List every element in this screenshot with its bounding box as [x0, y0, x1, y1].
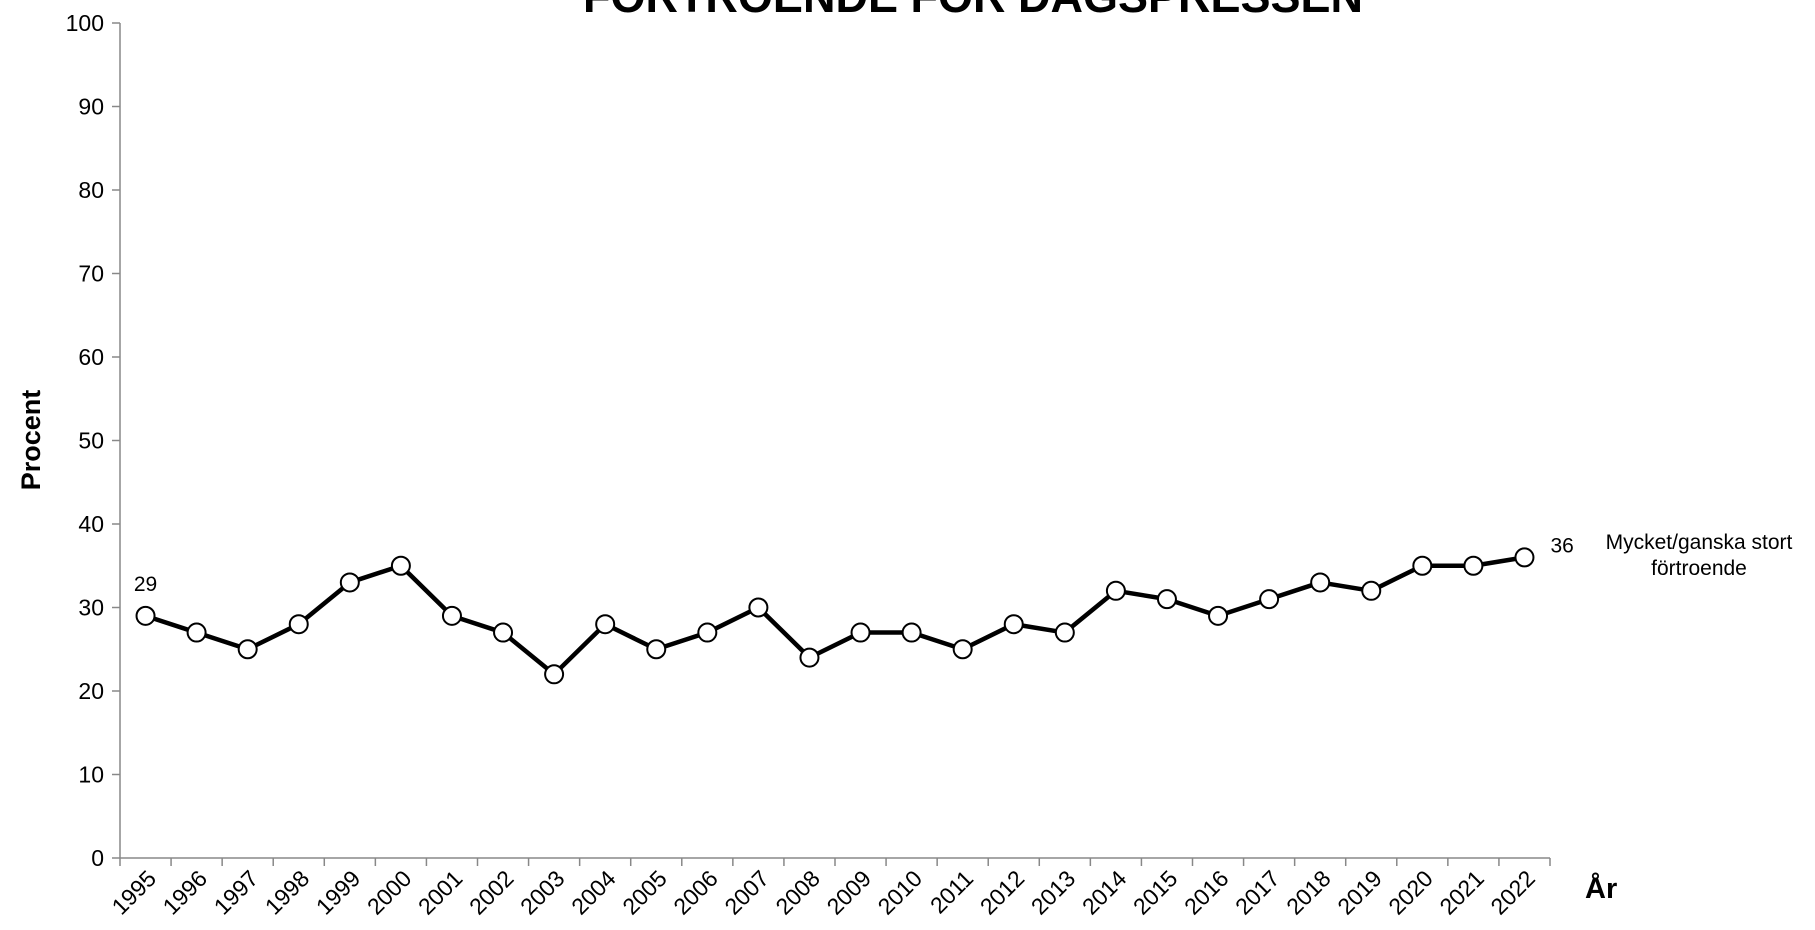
x-tick-label: 2009 [822, 865, 877, 920]
marker [1310, 572, 1331, 593]
x-tick-label: 2000 [362, 865, 417, 920]
y-tick-label: 40 [78, 511, 104, 537]
marker [1105, 580, 1126, 601]
x-tick-label: 2002 [464, 865, 519, 920]
x-tick-label: 2011 [925, 865, 978, 918]
y-tick-label: 0 [91, 845, 104, 871]
marker [1003, 614, 1024, 635]
y-tick-label: 70 [78, 261, 104, 287]
marker [1412, 555, 1433, 576]
x-tick-label: 2016 [1179, 865, 1234, 920]
marker [544, 664, 565, 685]
x-tick-label: 2014 [1077, 865, 1132, 920]
y-tick-label: 30 [78, 595, 104, 621]
y-tick-label: 10 [78, 762, 104, 788]
x-tick-label: 2010 [873, 865, 928, 920]
x-tick-label: 2004 [566, 865, 621, 920]
x-tick-label: 1996 [158, 865, 213, 920]
marker [850, 622, 871, 643]
marker [901, 622, 922, 643]
marker [1259, 589, 1280, 610]
legend-label: Mycket/ganska stort förtroende [1605, 531, 1793, 580]
y-tick-label: 100 [66, 10, 104, 36]
marker [288, 614, 309, 635]
x-tick-label: 2008 [770, 865, 825, 920]
x-tick-label: 2003 [515, 865, 570, 920]
marker [646, 639, 667, 660]
y-tick-label: 90 [78, 94, 104, 120]
x-tick-label: 1999 [311, 865, 366, 920]
data-label: 36 [1550, 534, 1573, 557]
x-tick-label: 2015 [1128, 865, 1183, 920]
chart-title: FÖRTROENDE FÖR DAGSPRESSEN [583, 0, 1363, 22]
series-line [144, 555, 1525, 677]
marker [1514, 547, 1535, 568]
marker [186, 622, 207, 643]
x-tick-label: 2018 [1281, 865, 1336, 920]
marker [390, 555, 411, 576]
marker [952, 639, 973, 660]
x-tick-label: 1998 [260, 865, 315, 920]
marker [441, 605, 462, 626]
x-tick-label: 2019 [1332, 865, 1387, 920]
marker [595, 614, 616, 635]
x-tick-label: 2013 [1026, 865, 1081, 920]
marker [799, 647, 820, 668]
x-tick-label: 1997 [209, 865, 264, 920]
x-tick-label: 2012 [975, 865, 1030, 920]
data-label: 29 [134, 573, 157, 596]
y-tick-label: 80 [78, 177, 104, 203]
marker [1208, 605, 1229, 626]
marker [1156, 589, 1177, 610]
x-axis-label: År [1585, 872, 1617, 905]
x-tick-label: 1995 [107, 865, 162, 920]
x-tick-label: 2021 [1434, 865, 1489, 920]
y-tick-label: 50 [78, 428, 104, 454]
x-tick-label: 2007 [719, 865, 774, 920]
y-tick-label: 20 [78, 678, 104, 704]
marker [135, 605, 156, 626]
x-tick-label: 2001 [413, 865, 468, 920]
marker [237, 639, 258, 660]
marker [697, 622, 718, 643]
x-tick-label: 2022 [1485, 865, 1540, 920]
marker [493, 622, 514, 643]
marker [1361, 580, 1382, 601]
x-tick-label: 2005 [617, 865, 672, 920]
y-tick-label: 60 [78, 344, 104, 370]
marker [1054, 622, 1075, 643]
x-tick-label: 2017 [1230, 865, 1285, 920]
marker [748, 597, 769, 618]
marker [339, 572, 360, 593]
x-tick-label: 2006 [668, 865, 723, 920]
marker [1463, 555, 1484, 576]
y-axis-label: Procent [16, 390, 46, 491]
x-tick-label: 2020 [1383, 865, 1438, 920]
